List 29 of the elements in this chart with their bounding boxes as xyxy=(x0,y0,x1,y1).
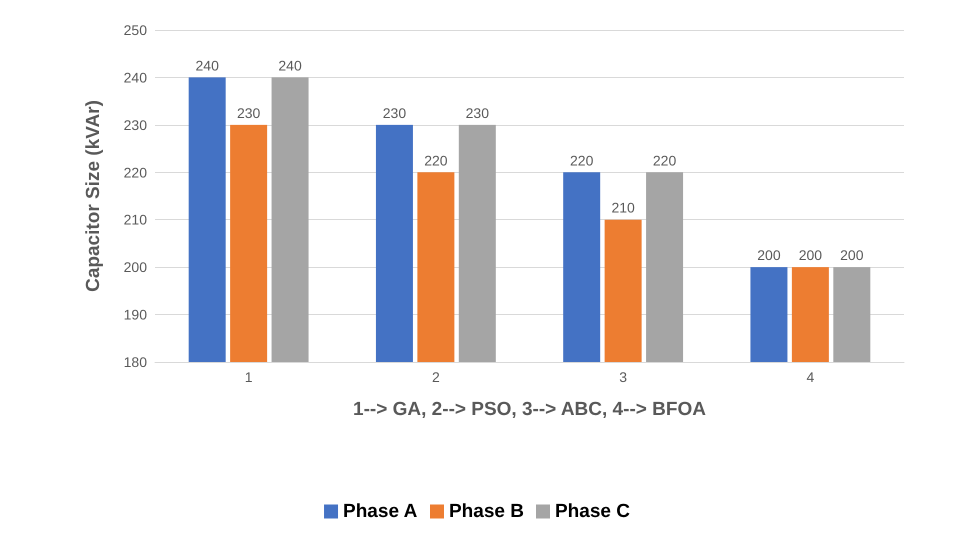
y-tick-label: 210 xyxy=(124,212,148,228)
data-label: 200 xyxy=(798,247,822,264)
data-label: 230 xyxy=(382,104,406,121)
x-axis-title: 1--> GA, 2--> PSO, 3--> ABC, 4--> BFOA xyxy=(353,399,706,420)
data-label: 230 xyxy=(466,104,490,121)
data-label: 230 xyxy=(236,104,261,121)
y-tick-label: 200 xyxy=(124,259,148,276)
data-label: 220 xyxy=(652,152,676,168)
y-tick-label: 190 xyxy=(124,306,148,323)
data-label: 240 xyxy=(278,57,302,74)
x-tick-label: 4 xyxy=(806,369,814,385)
legend-label: Phase C xyxy=(554,501,630,522)
y-tick-label: 230 xyxy=(124,116,148,133)
y-axis-title: Capacitor Size (kVAr) xyxy=(83,100,104,292)
data-label: 240 xyxy=(196,57,220,74)
y-tick-label: 180 xyxy=(124,354,148,370)
x-tick-label: 3 xyxy=(619,369,628,385)
data-label: 200 xyxy=(757,247,781,264)
y-tick-label: 240 xyxy=(124,69,148,86)
y-tick-label: 250 xyxy=(124,22,148,38)
x-tick-label: 2 xyxy=(432,369,440,385)
x-tick-label: 1 xyxy=(244,369,253,385)
y-tick-label: 220 xyxy=(124,164,148,180)
data-label: 220 xyxy=(570,152,594,168)
data-label: 210 xyxy=(611,200,636,216)
data-label: 200 xyxy=(840,247,864,264)
legend-label: Phase B xyxy=(449,501,524,522)
data-label: 220 xyxy=(424,152,448,168)
legend-label: Phase A xyxy=(343,501,418,522)
